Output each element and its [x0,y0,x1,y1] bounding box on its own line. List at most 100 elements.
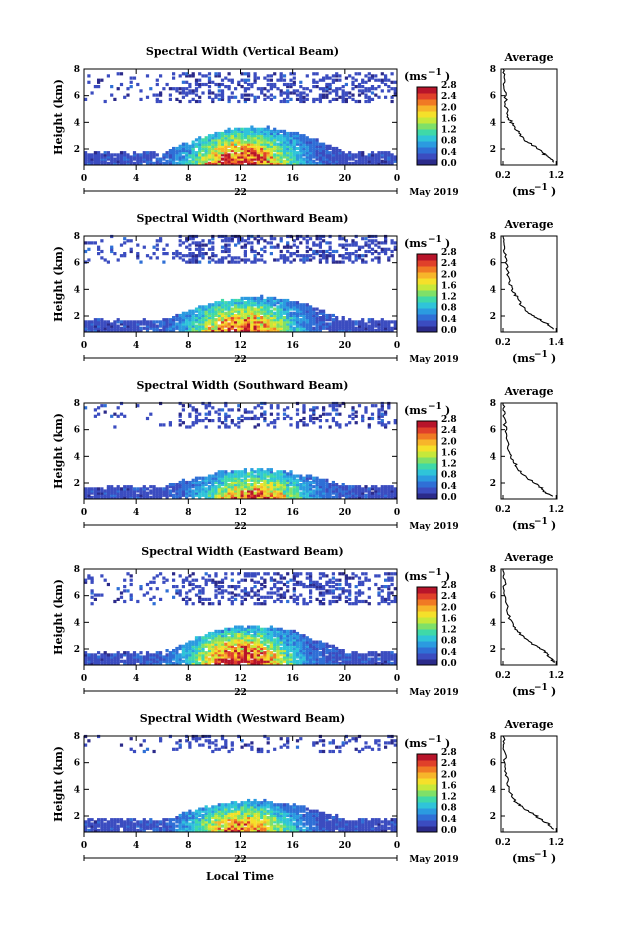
heatmap-cell [289,155,293,159]
heatmap-cell [159,237,163,241]
heatmap-cell [315,653,319,657]
heatmap-cell [90,91,94,95]
heatmap-cell [194,144,199,148]
heatmap-cell [312,307,316,311]
heatmap-cell [217,408,221,412]
heatmap-cell [302,636,306,640]
heatmap-cell [240,303,244,307]
heatmap-cell [331,653,335,657]
heatmap-cell [273,328,277,332]
heatmap-cell [256,493,260,497]
heatmap-cell [299,157,303,161]
heatmap-cell [292,638,296,642]
heatmap-cell [260,474,264,478]
heatmap-cell [331,416,335,421]
heatmap-cell [351,76,355,80]
heatmap-cell [207,493,212,497]
heatmap-cell [305,495,309,499]
heatmap-cell [390,72,394,76]
heatmap-cell [292,311,296,315]
heatmap-cell [269,655,273,659]
heatmap-cell [126,661,130,665]
heatmap-cell [328,649,332,653]
heatmap-cell [299,478,303,482]
heatmap-cell [361,322,365,326]
heatmap-cell [322,480,326,485]
y-tick-label: 2 [74,479,80,489]
heatmap-cell [335,421,339,425]
heatmap-cell [194,414,199,418]
heatmap-cell [152,493,156,497]
heatmap-cell [315,80,319,84]
heatmap-cell [194,410,199,414]
heatmap-cell [168,149,172,153]
heatmap-cell [142,153,146,157]
heatmap-cell [325,582,329,587]
heatmap-cell [227,322,231,326]
avg-x-tick-label: 0.2 [495,171,511,181]
heatmap-cell [194,416,199,421]
heatmap-cell [276,634,280,638]
heatmap-cell [191,408,195,412]
heatmap-cell [348,328,352,332]
heatmap-cell [162,328,166,332]
heatmap-cell [116,495,120,499]
heatmap-cell [263,93,267,97]
heatmap-cell [110,659,114,663]
heatmap-cell [113,326,117,330]
heatmap-cell [227,301,231,305]
heatmap-cell [220,134,225,138]
heatmap-cell [201,318,205,322]
heatmap-cell [207,644,212,648]
heatmap-cell [273,629,277,633]
heatmap-cell [331,151,335,155]
heatmap-cell [211,245,215,249]
heatmap-cell [335,483,339,487]
heatmap-cell [237,572,241,576]
heatmap-cell [220,638,225,642]
heatmap-cell [84,328,88,332]
heatmap-cell [348,153,352,157]
heatmap-cell [256,478,260,482]
heatmap-cell [364,260,368,264]
heatmap-cell [230,646,234,651]
heatmap-cell [172,320,176,324]
heatmap-cell [295,316,300,320]
heatmap-cell [110,487,114,491]
heatmap-cell [207,136,212,140]
heatmap-cell [217,580,221,584]
heatmap-cell [292,578,296,582]
heatmap-cell [237,580,241,584]
heatmap-cell [247,631,251,636]
heatmap-cell [93,489,97,493]
heatmap-cell [282,657,287,661]
heatmap-cell [256,151,260,155]
heatmap-cell [256,95,260,99]
heatmap-cell [325,649,329,653]
heatmap-cell [87,80,91,84]
heatmap-cell [325,254,329,258]
heatmap-cell [367,159,371,163]
heatmap-cell [224,589,228,593]
heatmap-cell [220,324,225,328]
heatmap-cell [204,476,208,480]
heatmap-cell [299,318,303,322]
heatmap-cell [325,74,329,78]
heatmap-cell [357,256,362,260]
heatmap-cell [295,487,300,491]
heatmap-cell [247,653,251,657]
heatmap-cell [253,480,257,485]
heatmap-cell [341,157,345,161]
heatmap-cell [110,155,114,159]
heatmap-cell [305,646,309,651]
heatmap-cell [295,142,300,146]
heatmap-cell [247,474,251,478]
heatmap-cell [90,661,94,665]
heatmap-cell [338,485,342,489]
heatmap-cell [207,311,212,315]
heatmap-cell [318,99,322,104]
heatmap-cell [90,328,94,332]
heatmap-cell [100,159,104,163]
heatmap-cell [90,491,94,495]
heatmap-cell [266,298,270,303]
